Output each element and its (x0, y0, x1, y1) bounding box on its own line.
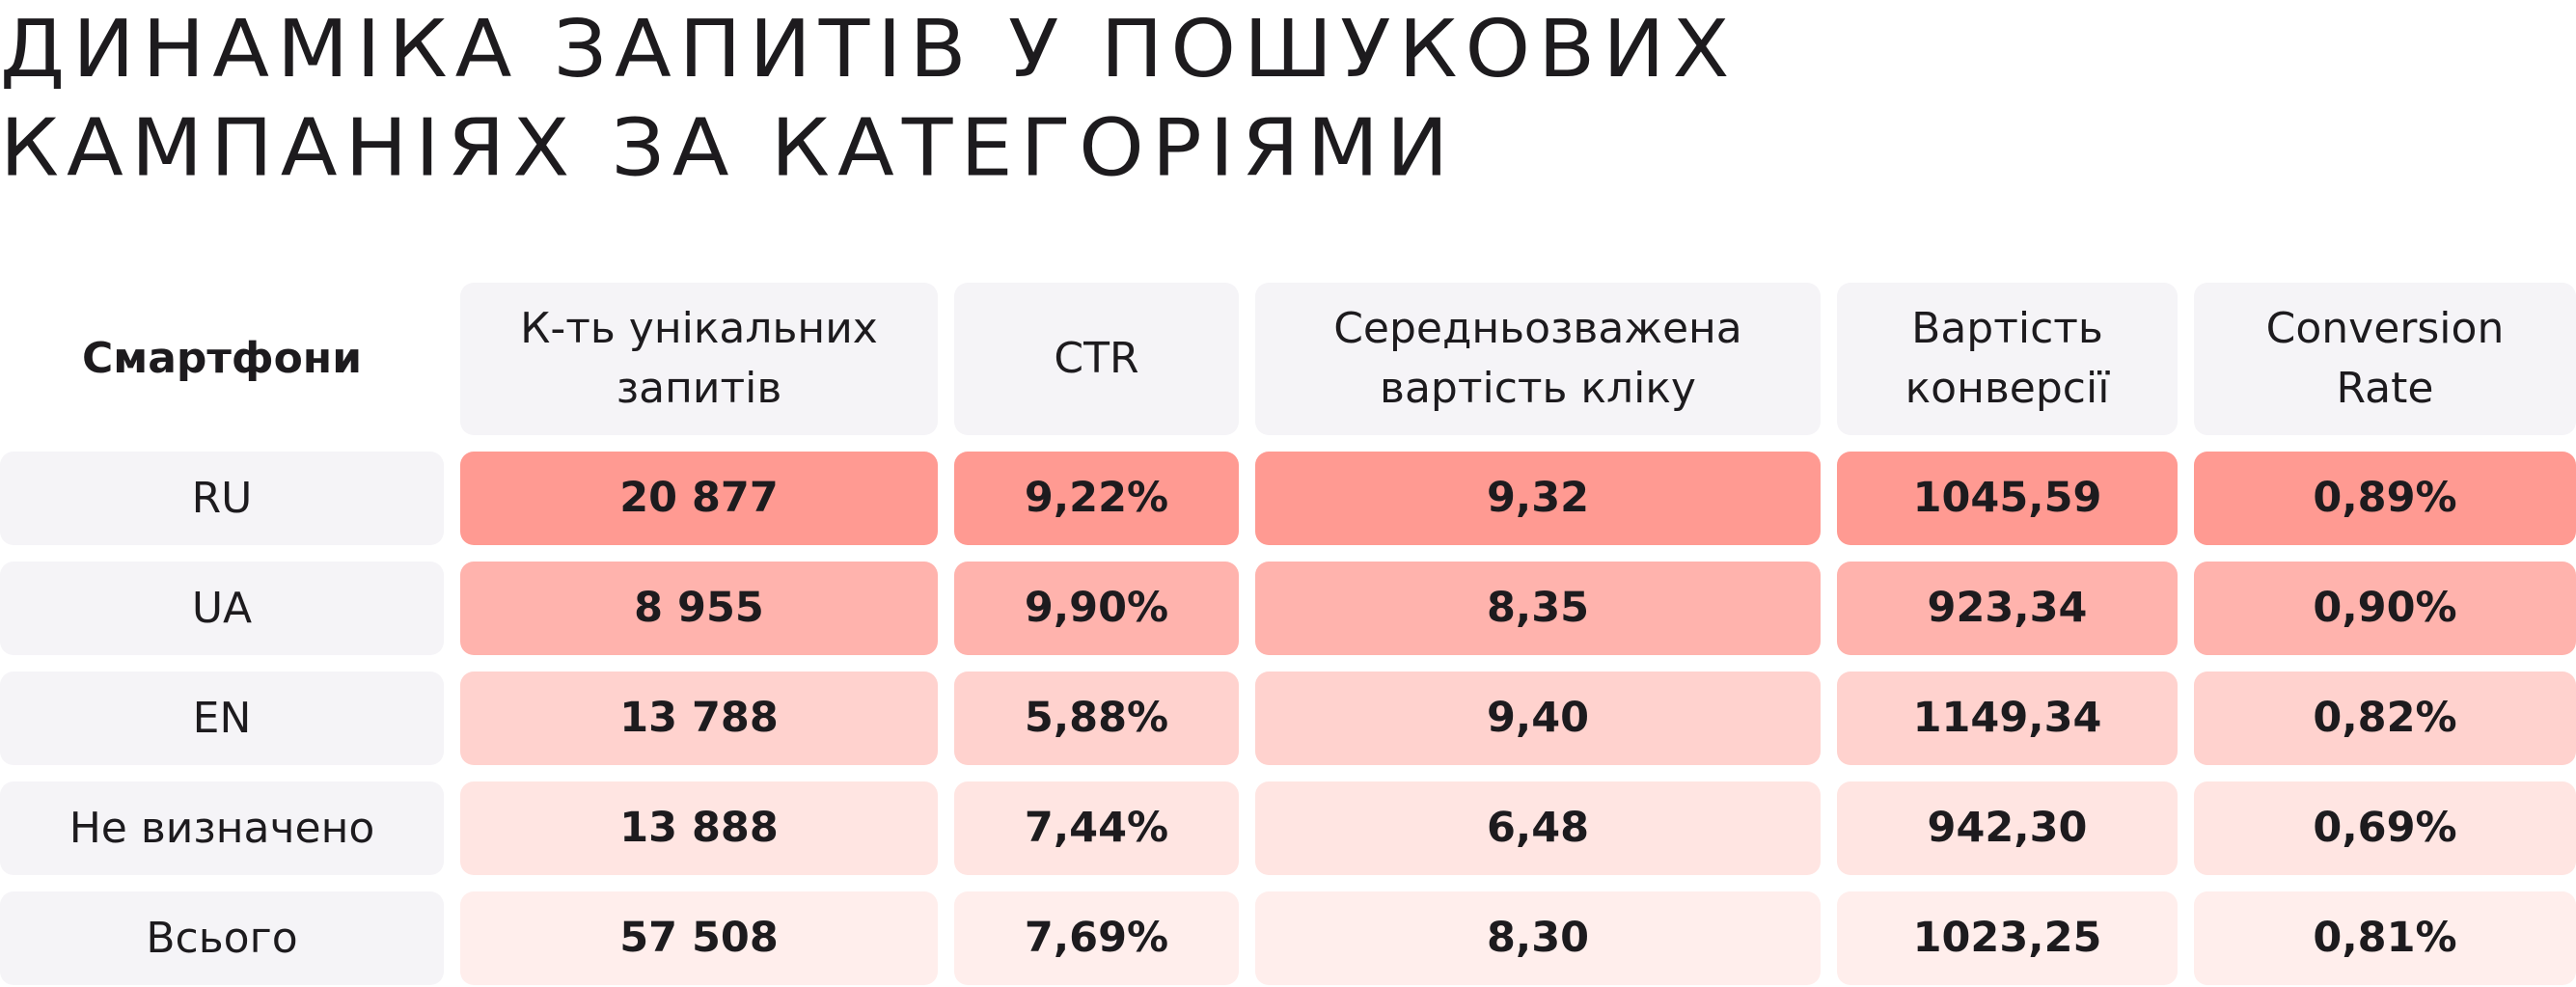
value-cell: 0,81% (2194, 891, 2576, 985)
value-cell: 7,44% (954, 781, 1239, 875)
value-cell: 942,30 (1837, 781, 2178, 875)
value-cell: 8 955 (460, 562, 938, 655)
value-cell: 0,69% (2194, 781, 2576, 875)
title: ДИНАМІКА ЗАПИТІВ У ПОШУКОВИХ КАМПАНІЯХ З… (0, 0, 1737, 198)
value-cell: 57 508 (460, 891, 938, 985)
row-label: RU (0, 452, 444, 545)
value-cell: 0,89% (2194, 452, 2576, 545)
corner-header: Смартфони (81, 334, 363, 384)
value-cell: 0,90% (2194, 562, 2576, 655)
row-label: Всього (0, 891, 444, 985)
column-header: К-ть унікальних запитів (460, 283, 938, 435)
value-cell: 9,22% (954, 452, 1239, 545)
value-cell: 1149,34 (1837, 672, 2178, 765)
value-cell: 9,40 (1255, 672, 1821, 765)
row-label: Не визначено (0, 781, 444, 875)
column-header: Вартість конверсії (1837, 283, 2178, 435)
value-cell: 0,82% (2194, 672, 2576, 765)
column-header: Середньозважена вартість кліку (1255, 283, 1821, 435)
value-cell: 8,35 (1255, 562, 1821, 655)
row-label: EN (0, 672, 444, 765)
row-label: UA (0, 562, 444, 655)
value-cell: 13 888 (460, 781, 938, 875)
value-cell: 20 877 (460, 452, 938, 545)
value-cell: 9,90% (954, 562, 1239, 655)
column-header: Conversion Rate (2194, 283, 2576, 435)
value-cell: 1045,59 (1837, 452, 2178, 545)
value-cell: 1023,25 (1837, 891, 2178, 985)
title-line: ДИНАМІКА ЗАПИТІВ У ПОШУКОВИХ (0, 3, 1738, 96)
value-cell: 7,69% (954, 891, 1239, 985)
value-cell: 9,32 (1255, 452, 1821, 545)
value-cell: 923,34 (1837, 562, 2178, 655)
table: Смартфони К-ть унікальних запитів CTR Серед… (0, 283, 2576, 985)
value-cell: 5,88% (954, 672, 1239, 765)
value-cell: 8,30 (1255, 891, 1821, 985)
value-cell: 6,48 (1255, 781, 1821, 875)
column-header: CTR (954, 283, 1239, 435)
title-line: КАМПАНІЯХ ЗА КАТЕГОРІЯМИ (0, 102, 1457, 195)
value-cell: 13 788 (460, 672, 938, 765)
